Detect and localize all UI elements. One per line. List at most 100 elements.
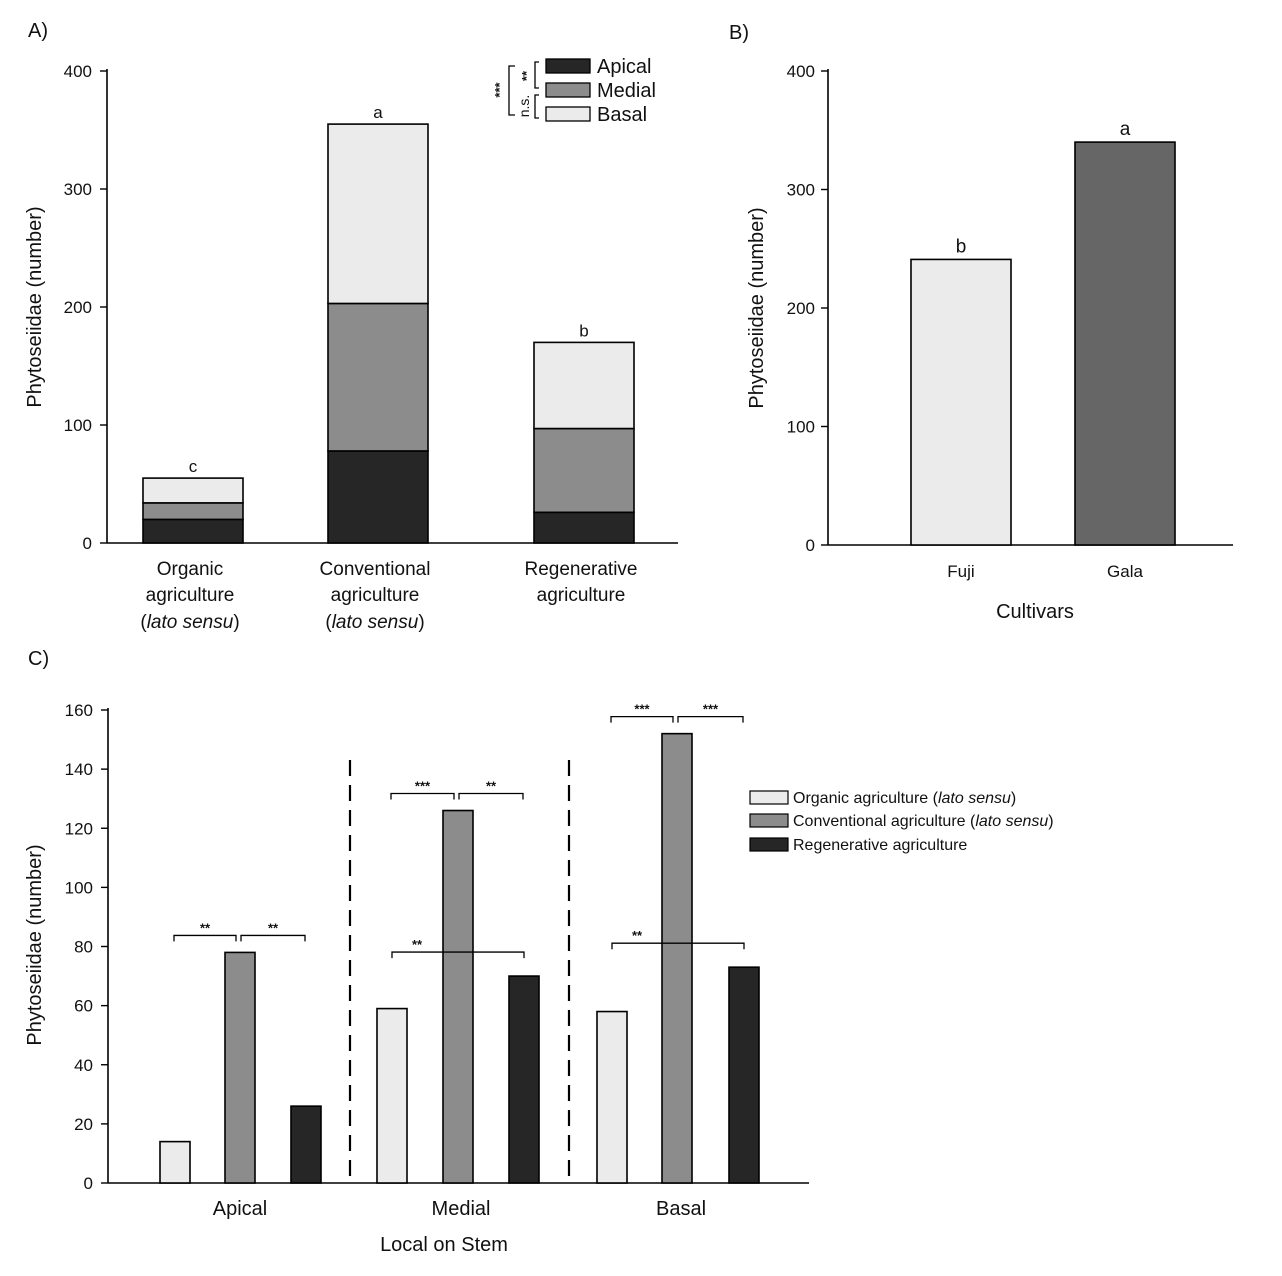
bar-segment [533,427,635,514]
bar [728,966,760,1184]
significance-bracket [677,716,744,723]
category-label: Fuji [947,562,974,581]
y-tick-label: 300 [64,180,92,199]
bar-segment [142,502,244,521]
legend-swatch [545,82,591,98]
significance-bracket [173,934,237,942]
legend-label: Apical [597,56,651,78]
x-axis-title: Cultivars [996,601,1074,623]
significance-bracket [611,942,745,950]
significance-stars: ** [519,70,534,81]
y-tick-label: 200 [64,298,92,317]
legend-bracket [534,94,539,119]
legend-swatch [749,837,789,852]
significance-stars: *** [415,779,431,794]
bar [224,951,256,1184]
significance-bracket [458,792,524,800]
category-label: agriculture [537,585,626,606]
significance-stars: *** [634,702,650,717]
y-tick-label: 40 [74,1056,93,1075]
bar [290,1105,322,1184]
y-axis-title: Phytoseiidae (number) [746,207,768,408]
panel-a-label: A) [28,20,48,42]
bar [508,975,540,1184]
category-label: (lato sensu) [140,612,239,633]
bar [661,732,693,1184]
bar-segment [142,477,244,504]
bar-segment [327,450,429,544]
bar-segment [327,123,429,305]
y-tick-label: 0 [84,1174,93,1193]
legend-swatch [545,106,591,122]
legend-label: Organic agriculture (lato sensu) [793,790,1016,807]
category-label: Conventional [320,559,431,580]
category-label: Gala [1107,562,1143,581]
bar [442,809,474,1184]
significance-bracket [610,716,674,723]
bar [376,1007,408,1184]
legend-bracket [534,61,539,89]
y-tick-label: 160 [65,701,93,720]
significance-letter: b [956,236,967,257]
significance-bracket [391,951,525,959]
category-label: Apical [213,1198,267,1220]
bar-segment [142,518,244,544]
bar-segment [327,302,429,452]
y-tick-label: 120 [65,819,93,838]
significance-stars: ** [268,920,279,935]
panel-b: B) 0 100 200 300 400 Phytoseiidae (number) b Fuj… [729,22,1233,623]
significance-stars: *** [703,702,719,717]
category-label: Regenerative [524,559,637,580]
category-label: Basal [656,1198,706,1220]
legend-label: Basal [597,104,647,126]
panel-b-label: B) [729,22,749,44]
significance-stars: ** [200,920,211,935]
bar [910,258,1012,546]
significance-stars: *** [492,81,507,97]
significance-stars: ** [632,928,643,943]
y-tick-label: 400 [787,62,815,81]
y-tick-label: 0 [83,534,92,553]
category-label: (lato sensu) [325,612,424,633]
y-tick-label: 20 [74,1115,93,1134]
legend-label: Conventional agriculture (lato sensu) [793,813,1054,830]
legend-swatch [749,813,789,828]
significance-stars: ** [486,779,497,794]
y-tick-label: 100 [65,878,93,897]
legend-label: Regenerative agriculture [793,837,967,854]
bar-segment [533,511,635,544]
category-label: Medial [432,1198,491,1220]
significance-bracket [240,934,306,942]
y-tick-label: 140 [65,760,93,779]
x-axis-title: Local on Stem [380,1234,508,1256]
category-label: agriculture [146,585,235,606]
bar [159,1140,191,1184]
legend-bracket [508,65,515,116]
significance-letter: c [189,457,198,476]
bar [1074,141,1176,546]
y-tick-label: 60 [74,997,93,1016]
category-label: agriculture [331,585,420,606]
significance-ns: n.s. [516,95,532,118]
y-tick-label: 100 [787,418,815,437]
significance-stars: ** [412,937,423,952]
significance-letter: a [1120,119,1131,140]
panel-c: C) 0 20 40 60 80 100 120 140 160 Phytoseiidae (num… [24,648,1054,1256]
bar-segment [533,341,635,430]
significance-letter: a [373,103,383,122]
legend-swatch [749,790,789,805]
significance-bracket [390,792,455,800]
panel-c-label: C) [28,648,49,670]
y-tick-label: 200 [787,299,815,318]
y-axis-title: Phytoseiidae (number) [24,844,46,1045]
bar [596,1010,628,1184]
y-tick-label: 100 [64,416,92,435]
significance-letter: b [579,321,588,340]
y-axis-title: Phytoseiidae (number) [24,206,46,407]
legend-swatch [545,58,591,74]
y-tick-label: 0 [806,536,815,555]
legend-label: Medial [597,80,656,102]
y-tick-label: 300 [787,181,815,200]
